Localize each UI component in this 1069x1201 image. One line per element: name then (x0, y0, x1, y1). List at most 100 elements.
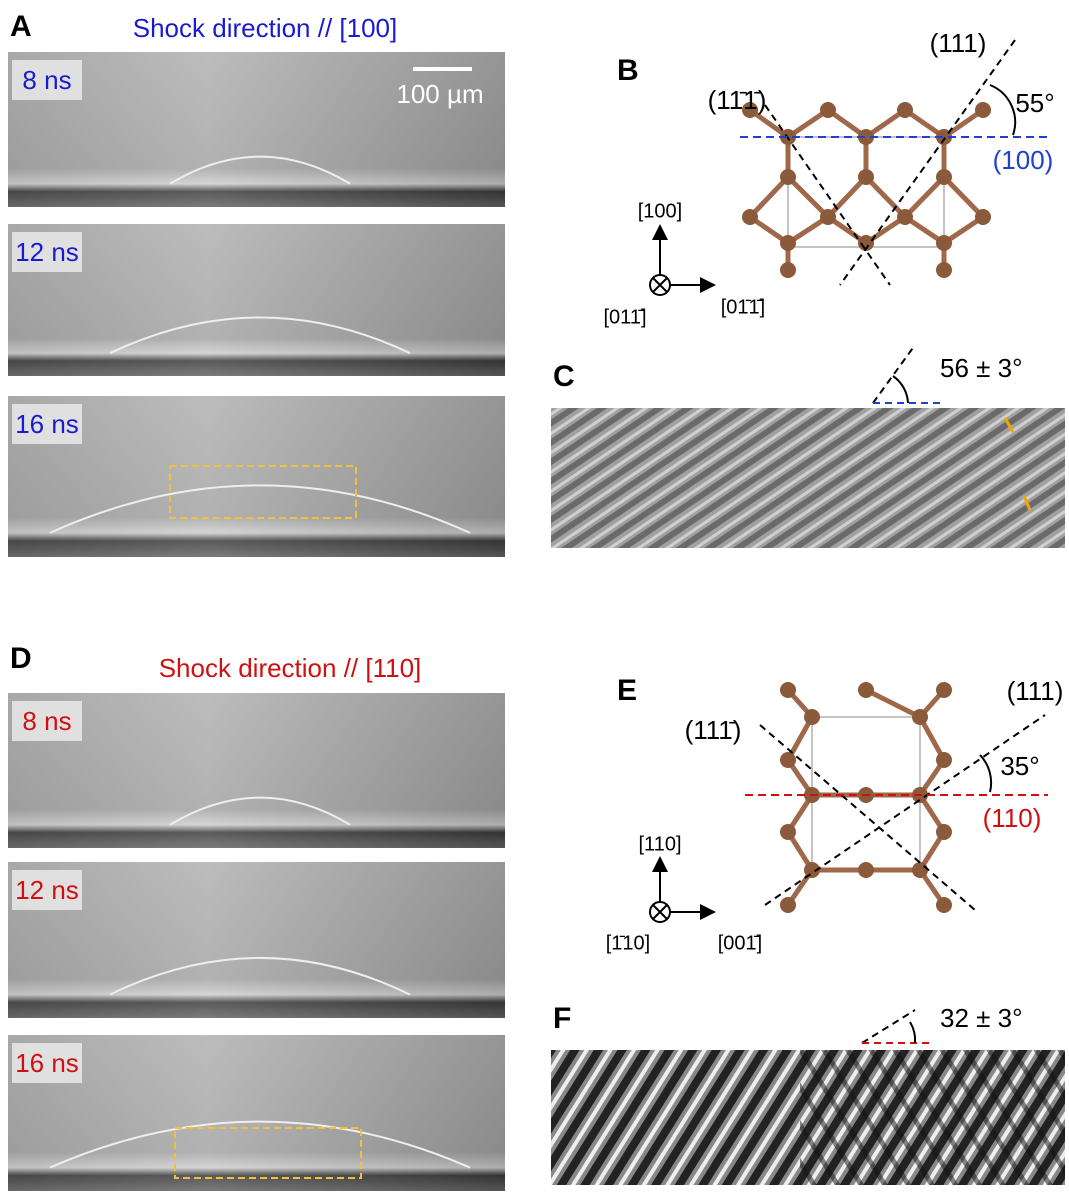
roi (169, 465, 357, 519)
time-box (12, 870, 82, 910)
crystal-b (740, 39, 1048, 286)
atom (936, 262, 952, 278)
atom (780, 682, 796, 698)
axis-label: [01̄1̄] (721, 296, 765, 318)
shock-front (169, 796, 351, 826)
micrograph-shade (8, 52, 505, 207)
atom (858, 682, 874, 698)
shock-front (109, 956, 411, 996)
plane: (110) (983, 803, 1042, 833)
atom (975, 102, 991, 118)
bond (903, 175, 946, 219)
time-label: 8 ns (22, 65, 71, 95)
angle-f (861, 1009, 916, 1044)
plane: (111) (1007, 676, 1064, 706)
micrograph-shade (8, 396, 505, 557)
bond (786, 175, 830, 219)
time-label: 12 ns (15, 237, 79, 267)
atom (936, 682, 952, 698)
axis-label: [100] (638, 200, 682, 222)
atom (780, 169, 796, 185)
shock-front (169, 155, 351, 185)
panel-label: B (617, 54, 639, 87)
panel-label: C (553, 360, 575, 393)
atom (780, 752, 796, 768)
atom (820, 209, 836, 225)
image-c (551, 408, 1065, 548)
atom (936, 824, 952, 840)
time-box (12, 1043, 82, 1083)
bond (917, 715, 947, 762)
scale-label: 100 µm (396, 79, 483, 109)
image-f-overlay (800, 1050, 1065, 1185)
bond (786, 107, 830, 140)
micrograph-shade (8, 862, 505, 1018)
micrographs: 8 ns 12 ns 16 ns 8 ns 12 ns 16 ns (8, 52, 505, 1191)
angle-c (872, 344, 943, 404)
crystal-e (745, 682, 1048, 913)
atom (936, 235, 952, 251)
plane: (111) (930, 28, 987, 58)
micrograph-shade (8, 1035, 505, 1191)
time-label: 16 ns (15, 409, 79, 439)
time-box (12, 404, 82, 444)
bond (864, 687, 922, 720)
plane: (111̄) (685, 715, 742, 745)
roi (174, 1127, 362, 1179)
panel-label: F (553, 1002, 571, 1035)
plane-line (839, 39, 1016, 286)
arrows (1003, 417, 1032, 511)
time-label: 8 ns (22, 706, 71, 736)
micrograph-shade (8, 693, 505, 848)
axis-label: [1̄10] (606, 932, 650, 954)
atom (780, 897, 796, 913)
atom (742, 209, 758, 225)
axis-label: [001̄] (718, 932, 762, 954)
time-label: 12 ns (15, 875, 79, 905)
panel-label: E (617, 674, 637, 707)
plane-line (764, 714, 1046, 906)
plane: (100) (993, 145, 1054, 175)
bond (826, 175, 868, 219)
atom (912, 709, 928, 725)
angle: 32 ± 3° (940, 1003, 1023, 1033)
atom (936, 752, 952, 768)
time-box (12, 60, 82, 100)
shock-front (49, 484, 471, 534)
atom (858, 169, 874, 185)
atom (804, 862, 820, 878)
atom (780, 235, 796, 251)
atom (780, 262, 796, 278)
atom (742, 102, 758, 118)
atom (975, 209, 991, 225)
atom (936, 169, 952, 185)
atom (780, 824, 796, 840)
bond (942, 175, 985, 219)
shock-front (109, 316, 411, 355)
atom (936, 897, 952, 913)
axes-glyphs (649, 84, 1017, 1044)
time-label: 16 ns (15, 1048, 79, 1078)
angle: 35° (1000, 751, 1039, 781)
time-box (12, 232, 82, 272)
atom (897, 102, 913, 118)
axis-label: [110] (639, 833, 682, 855)
atom (897, 209, 913, 225)
atom (858, 129, 874, 145)
angle: 55° (1015, 88, 1054, 118)
panel-title: Shock direction // [110] (159, 653, 422, 683)
atom (858, 862, 874, 878)
plane: (11̄1̄) (708, 85, 767, 115)
atom (858, 235, 874, 251)
panel-label: A (10, 10, 32, 43)
atom (820, 102, 836, 118)
axis-label: [011̄] (604, 306, 647, 328)
bond (864, 175, 907, 219)
angle: 56 ± 3° (940, 353, 1023, 383)
bond (748, 175, 790, 219)
shock-front (49, 1120, 471, 1169)
atom (804, 709, 820, 725)
panel-title: Shock direction // [100] (133, 13, 397, 43)
plane-line (764, 104, 891, 286)
